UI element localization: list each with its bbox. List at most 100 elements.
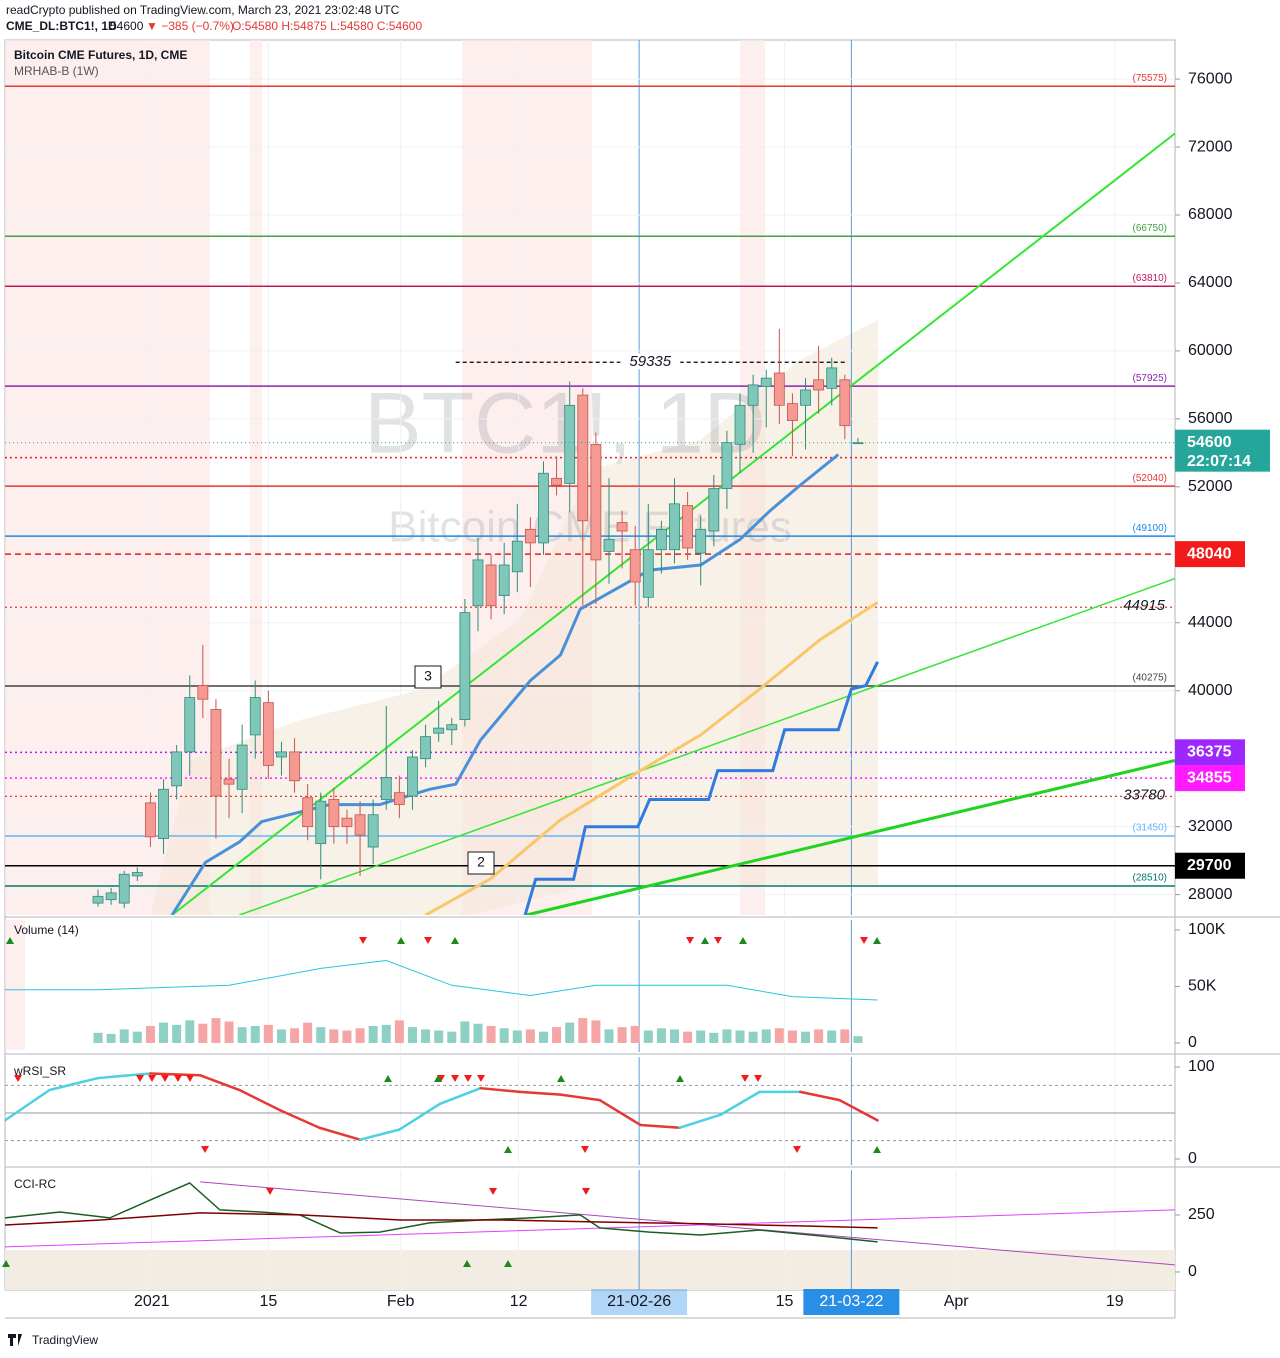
candle-body	[380, 776, 392, 800]
signal-marker	[489, 1188, 497, 1195]
volume-bar	[421, 1029, 431, 1043]
indicator-line	[5, 1182, 878, 1243]
x-tick-label: 12	[510, 1293, 528, 1310]
volume-bar	[368, 1026, 378, 1043]
volume-bar	[263, 1024, 273, 1043]
level-label: (57925)	[1133, 373, 1167, 384]
symbol: CME_DL:BTC1!, 1D	[6, 19, 117, 33]
ohlc: O:54580 H:54875 L:54580 C:54600	[232, 19, 422, 33]
volume-bar	[276, 1029, 286, 1043]
signal-marker	[557, 1075, 565, 1082]
indicator-line	[526, 758, 1175, 915]
callout-label: 3	[424, 668, 432, 684]
signal-marker	[477, 1075, 485, 1082]
volume-bar	[761, 1029, 771, 1043]
label-bg	[620, 353, 681, 370]
candle-body	[92, 895, 104, 904]
volume-bar	[119, 1029, 129, 1043]
candle-body	[158, 788, 169, 839]
y-tick-label: 72000	[1188, 138, 1233, 155]
volume-bar	[407, 1027, 417, 1043]
rsi-segment	[678, 1113, 722, 1129]
pane-title: CCI-RC	[14, 1177, 56, 1191]
pane-subtitle: MRHAB-B (1W)	[14, 64, 99, 78]
candle-body	[603, 539, 615, 552]
signal-marker	[384, 1075, 392, 1082]
candle-body	[773, 372, 785, 406]
volume-bar	[290, 1028, 300, 1043]
volume-bar	[656, 1028, 666, 1043]
candle-body	[407, 756, 418, 797]
volume-bar	[237, 1027, 247, 1043]
y-tick-label: 100	[1188, 1058, 1215, 1075]
price-box-label: 29700	[1187, 857, 1232, 874]
volume-bar	[696, 1030, 706, 1043]
candle-body	[223, 778, 235, 785]
cci-band	[5, 1250, 1175, 1290]
indicator-line	[523, 661, 879, 915]
change: ▼ −385 (−0.7%)	[146, 19, 234, 33]
logo	[8, 1334, 22, 1346]
pane-title: Volume (14)	[14, 923, 79, 937]
pane	[5, 1170, 1175, 1290]
rsi-segment	[398, 1102, 442, 1131]
volume-bar	[342, 1030, 352, 1043]
volume-bar	[814, 1029, 824, 1043]
signal-marker	[860, 937, 868, 944]
price-box	[1175, 852, 1245, 879]
volume-bar	[748, 1031, 758, 1043]
rsi-segment	[48, 1076, 100, 1092]
level-label: (75575)	[1133, 73, 1167, 84]
signal-marker	[463, 1260, 471, 1267]
signal-marker	[464, 1075, 472, 1082]
volume-bar	[617, 1027, 627, 1043]
level-label: (49100)	[1133, 523, 1167, 534]
candle-body	[734, 404, 746, 445]
envelope	[150, 320, 878, 915]
price-box-label: 34855	[1187, 769, 1232, 786]
signal-marker	[701, 937, 709, 944]
y-tick-label: 56000	[1188, 410, 1233, 427]
indicator-line	[5, 959, 878, 1001]
candle-body	[289, 751, 300, 782]
candle-body	[341, 817, 353, 828]
last-price-box	[1175, 429, 1270, 472]
signal-marker	[397, 937, 405, 944]
y-tick-label: 100K	[1188, 921, 1226, 938]
candle-body	[590, 443, 602, 561]
level-label: (66750)	[1133, 223, 1167, 234]
volume-bar	[486, 1026, 496, 1043]
pane-title: wRSI_SR	[13, 1064, 66, 1078]
candle-body	[354, 814, 366, 836]
rsi-segment	[5, 1088, 51, 1122]
candle-body	[826, 367, 838, 389]
volume-bar	[198, 1023, 208, 1043]
y-tick-label: 50K	[1188, 978, 1217, 995]
y-tick-label: 64000	[1188, 274, 1233, 291]
signal-marker	[754, 1075, 762, 1082]
price-box	[1175, 765, 1245, 792]
candle-body	[708, 488, 720, 532]
rsi-segment	[598, 1098, 642, 1127]
volume-bar	[355, 1028, 365, 1043]
callout-label: 2	[477, 854, 485, 870]
volume-bar	[159, 1022, 169, 1043]
signal-marker	[186, 1075, 194, 1082]
candle-body	[446, 724, 458, 731]
signal-marker	[148, 1075, 156, 1082]
signal-marker	[504, 1146, 512, 1153]
volume-bar	[787, 1030, 797, 1043]
x-tick-label: Apr	[944, 1293, 970, 1310]
pane-title: Bitcoin CME Futures, 1D, CME	[14, 48, 187, 62]
volume-bar	[604, 1029, 614, 1043]
signal-marker	[161, 1075, 169, 1082]
x-tick-label: 21-03-22	[819, 1293, 883, 1310]
volume-bar	[735, 1030, 745, 1043]
rsi-segment	[518, 1090, 562, 1096]
indicator-line	[170, 453, 840, 915]
volume-bar	[630, 1026, 640, 1043]
rsi-segment	[438, 1086, 482, 1106]
candle-body	[656, 528, 667, 551]
signal-marker	[676, 1075, 684, 1082]
